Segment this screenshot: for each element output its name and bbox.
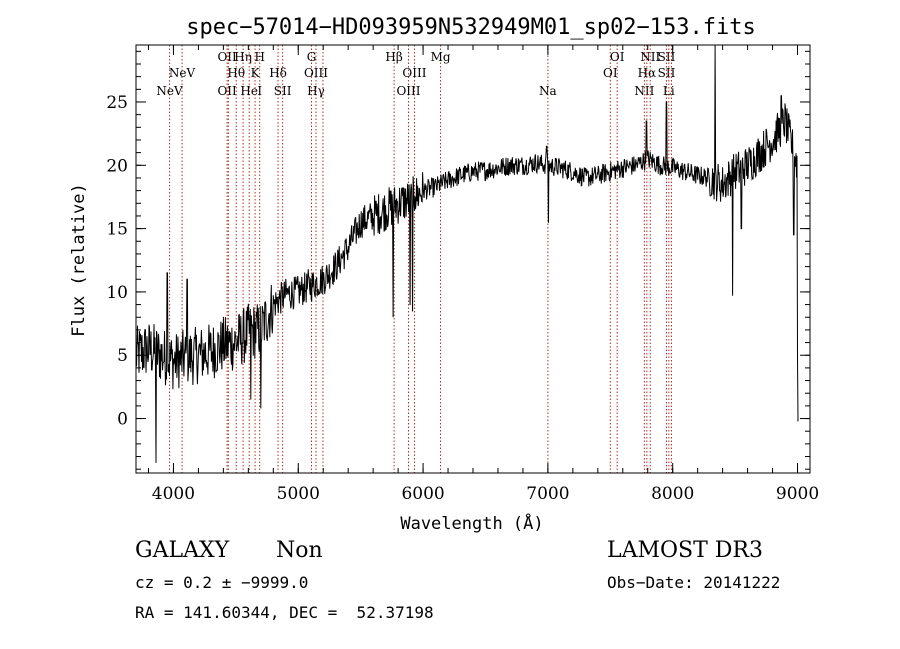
y-tick-label: 10 [106,283,128,303]
y-tick-label: 25 [106,93,128,113]
line-marker-label: Hβ [385,50,402,64]
line-marker-label: OII [217,50,237,64]
x-tick-label: 9000 [776,484,819,504]
x-tick-label: 8000 [651,484,694,504]
y-tick-label: 20 [106,156,128,176]
line-marker-label: NeV [169,66,196,80]
line-marker-label: NeV [156,84,183,98]
plot-axes: 4000 5000 6000 7000 8000 9000 0 5 10 15 20 25 [106,44,819,504]
line-marker-label: OIII [304,66,328,80]
line-marker-label: H [254,50,264,64]
line-marker-label: Hδ [269,66,287,80]
line-marker-label: OIII [396,84,420,98]
observation-date: Obs−Date: 20141222 [607,573,781,592]
spectral-subclass-label: Non [276,538,323,563]
x-axis-label: Wavelength (Å) [400,512,543,534]
line-marker-label: OIII [402,66,426,80]
x-tick-label: 5000 [277,484,320,504]
line-marker-label: Hα [638,66,657,80]
x-tick-label: 7000 [526,484,569,504]
x-tick-label: 6000 [401,484,444,504]
plot-frame [135,44,811,474]
line-marker-label: NII [634,84,654,98]
emission-line-markers: NeVNeVOIIOIIHθHηHeKHIHδSIIGOIIIHγHβOIIIO… [156,45,676,473]
line-marker-label: G [307,50,317,64]
line-marker-label: SII [274,84,292,98]
coordinates-readout: RA = 141.60344, DEC = 52.37198 [135,603,434,622]
flux-series-line [135,44,799,463]
line-marker-label: SII [658,66,676,80]
line-marker-label: Na [539,84,557,98]
line-marker-label: OI [603,66,618,80]
line-marker-label: Li [663,84,675,98]
redshift-readout: cz = 0.2 ± −9999.0 [135,573,309,592]
line-marker-label: OII [217,84,237,98]
line-marker-label: NII [640,50,660,64]
line-marker-label: Hη [234,50,252,64]
survey-label: LAMOST DR3 [607,538,763,563]
line-marker-label: Mg [431,50,451,64]
line-marker-label: Hγ [307,84,325,98]
line-marker-label: K [251,66,261,80]
line-marker-label: Hθ [227,66,245,80]
spectral-class-label: GALAXY [135,538,230,563]
line-marker-label: OI [610,50,625,64]
x-tick-label: 4000 [152,484,195,504]
y-tick-label: 0 [117,410,128,430]
y-tick-label: 5 [117,346,128,366]
line-marker-label: I [257,84,262,98]
y-tick-label: 15 [106,220,128,240]
y-axis-label: Flux (relative) [69,183,89,337]
line-marker-label: He [240,84,258,98]
chart-title: spec−57014−HD093959N532949M01_sp02−153.f… [186,15,756,40]
